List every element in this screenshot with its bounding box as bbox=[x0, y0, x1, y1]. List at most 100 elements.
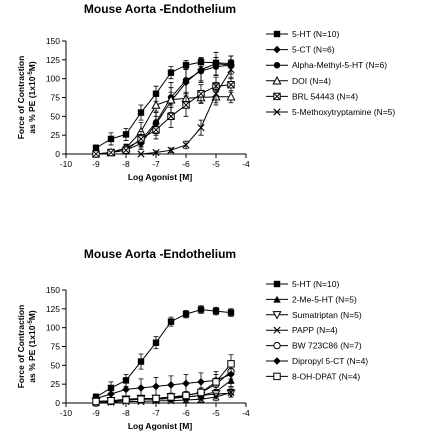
data-point bbox=[167, 318, 175, 325]
y-axis-label-sup: -5 bbox=[28, 320, 34, 326]
series-0 bbox=[92, 57, 235, 152]
y-axis-label-line1: Force of Contraction bbox=[16, 305, 26, 389]
data-point bbox=[122, 131, 130, 138]
y-tick-label: 50 bbox=[51, 111, 61, 121]
data-point bbox=[182, 101, 190, 109]
data-point bbox=[197, 306, 205, 313]
series-line bbox=[95, 63, 232, 155]
legend-label: DOI (N=4) bbox=[292, 76, 331, 86]
x-tick-label: -4 bbox=[242, 408, 250, 418]
legend-marker bbox=[273, 372, 281, 381]
x-tick-label: -9 bbox=[92, 408, 100, 418]
legend-label: 5-Methoxytryptamine (N=5) bbox=[292, 107, 395, 117]
data-point bbox=[212, 393, 220, 401]
y-axis-label-pre: as % PE (1x10 bbox=[27, 76, 37, 133]
data-point bbox=[107, 135, 115, 143]
data-point bbox=[167, 393, 175, 401]
series-line bbox=[95, 380, 232, 402]
legend-item-0: 5-HT (N=10) bbox=[266, 279, 339, 289]
legend-label: PAPP (N=4) bbox=[292, 325, 338, 335]
data-point bbox=[137, 150, 145, 158]
legend-label: 2-Me-5-HT (N=5) bbox=[292, 294, 357, 304]
data-point bbox=[152, 148, 160, 157]
data-point bbox=[152, 382, 160, 391]
legend-item-6: 8-OH-DPAT (N=4) bbox=[266, 371, 360, 381]
y-axis-label: Force of Contraction as % PE (1x10-5M) bbox=[16, 56, 37, 140]
data-point bbox=[122, 146, 130, 154]
data-point bbox=[166, 95, 176, 104]
y-tick-label: 125 bbox=[46, 55, 60, 65]
data-point bbox=[137, 135, 145, 143]
y-axis-label-line2: as % PE (1x10-5M) bbox=[27, 310, 37, 383]
data-point bbox=[212, 307, 220, 315]
legend-marker bbox=[273, 108, 281, 116]
x-axis-label: Log Agonist [M] bbox=[128, 421, 193, 431]
legend-item-3: PAPP (N=4) bbox=[266, 325, 338, 335]
legend-item-2: Alpha-Methyl-5-HT (N=6) bbox=[266, 60, 387, 70]
legend-marker bbox=[273, 92, 281, 101]
y-axis-label: Force of Contraction as % PE (1x10-5M) bbox=[16, 305, 37, 389]
legend-label: BW 723C86 (N=7) bbox=[292, 341, 362, 351]
y-tick-label: 75 bbox=[51, 342, 61, 352]
legend-item-5: 5-Methoxytryptamine (N=5) bbox=[266, 107, 395, 117]
data-point bbox=[182, 76, 190, 84]
series-6 bbox=[92, 354, 235, 406]
data-point bbox=[92, 144, 100, 152]
x-tick-label: -9 bbox=[92, 159, 100, 169]
x-tick-label: -5 bbox=[212, 408, 220, 418]
data-point bbox=[197, 67, 205, 75]
legend-label: Dipropyl 5-CT (N=4) bbox=[292, 356, 368, 366]
data-point bbox=[151, 100, 161, 109]
data-point bbox=[137, 395, 145, 403]
legend-label: 5-CT (N=6) bbox=[292, 45, 335, 55]
legend-marker bbox=[273, 326, 281, 334]
data-point bbox=[167, 381, 175, 389]
legend-marker bbox=[272, 311, 282, 320]
series-line bbox=[95, 392, 232, 404]
y-axis-label-pre: as % PE (1x10 bbox=[27, 325, 37, 382]
chart-bottom: Mouse Aorta -Endothelium -10 -9 -8 -7 -6 -5 -4 0… bbox=[16, 247, 368, 431]
x-tick-label: -5 bbox=[212, 159, 220, 169]
y-tick-label: 75 bbox=[51, 93, 61, 103]
data-point bbox=[137, 358, 145, 365]
data-point bbox=[227, 388, 235, 397]
data-point bbox=[227, 309, 235, 316]
legend-marker bbox=[273, 61, 281, 69]
y-axis-label-post: M) bbox=[27, 310, 37, 320]
data-point bbox=[137, 384, 145, 392]
y-tick-label: 100 bbox=[46, 323, 60, 333]
series-line bbox=[95, 61, 232, 149]
data-point bbox=[182, 61, 190, 69]
legend-marker bbox=[273, 30, 281, 38]
legend-item-1: 5-CT (N=6) bbox=[266, 45, 335, 55]
x-tick-label: -6 bbox=[182, 408, 190, 418]
legend-marker bbox=[272, 76, 282, 85]
x-tick-label: -10 bbox=[60, 408, 73, 418]
data-point bbox=[197, 124, 205, 132]
series-line bbox=[95, 363, 232, 402]
x-tick-label: -7 bbox=[152, 408, 160, 418]
x-tick-label: -4 bbox=[242, 159, 250, 169]
legend-marker bbox=[273, 45, 281, 54]
data-point bbox=[107, 148, 115, 157]
x-tick-label: -10 bbox=[60, 159, 73, 169]
legend-marker bbox=[273, 357, 281, 365]
data-point bbox=[152, 339, 160, 346]
x-axis-label: Log Agonist [M] bbox=[128, 172, 193, 182]
data-point bbox=[212, 378, 220, 386]
y-tick-label: 125 bbox=[46, 304, 60, 314]
data-point bbox=[227, 80, 235, 89]
y-tick-label: 25 bbox=[51, 130, 61, 140]
series-line bbox=[95, 373, 232, 399]
x-tick-label: -8 bbox=[122, 408, 130, 418]
data-point bbox=[92, 397, 100, 406]
data-point bbox=[137, 109, 145, 116]
y-tick-label: 150 bbox=[46, 36, 60, 46]
y-tick-label: 25 bbox=[51, 379, 61, 389]
series-4 bbox=[92, 76, 235, 158]
data-point bbox=[182, 310, 190, 318]
legend-label: Alpha-Methyl-5-HT (N=6) bbox=[292, 60, 387, 70]
data-point bbox=[197, 388, 205, 397]
y-tick-label: 0 bbox=[55, 398, 60, 408]
legend-item-5: Dipropyl 5-CT (N=4) bbox=[266, 356, 368, 366]
